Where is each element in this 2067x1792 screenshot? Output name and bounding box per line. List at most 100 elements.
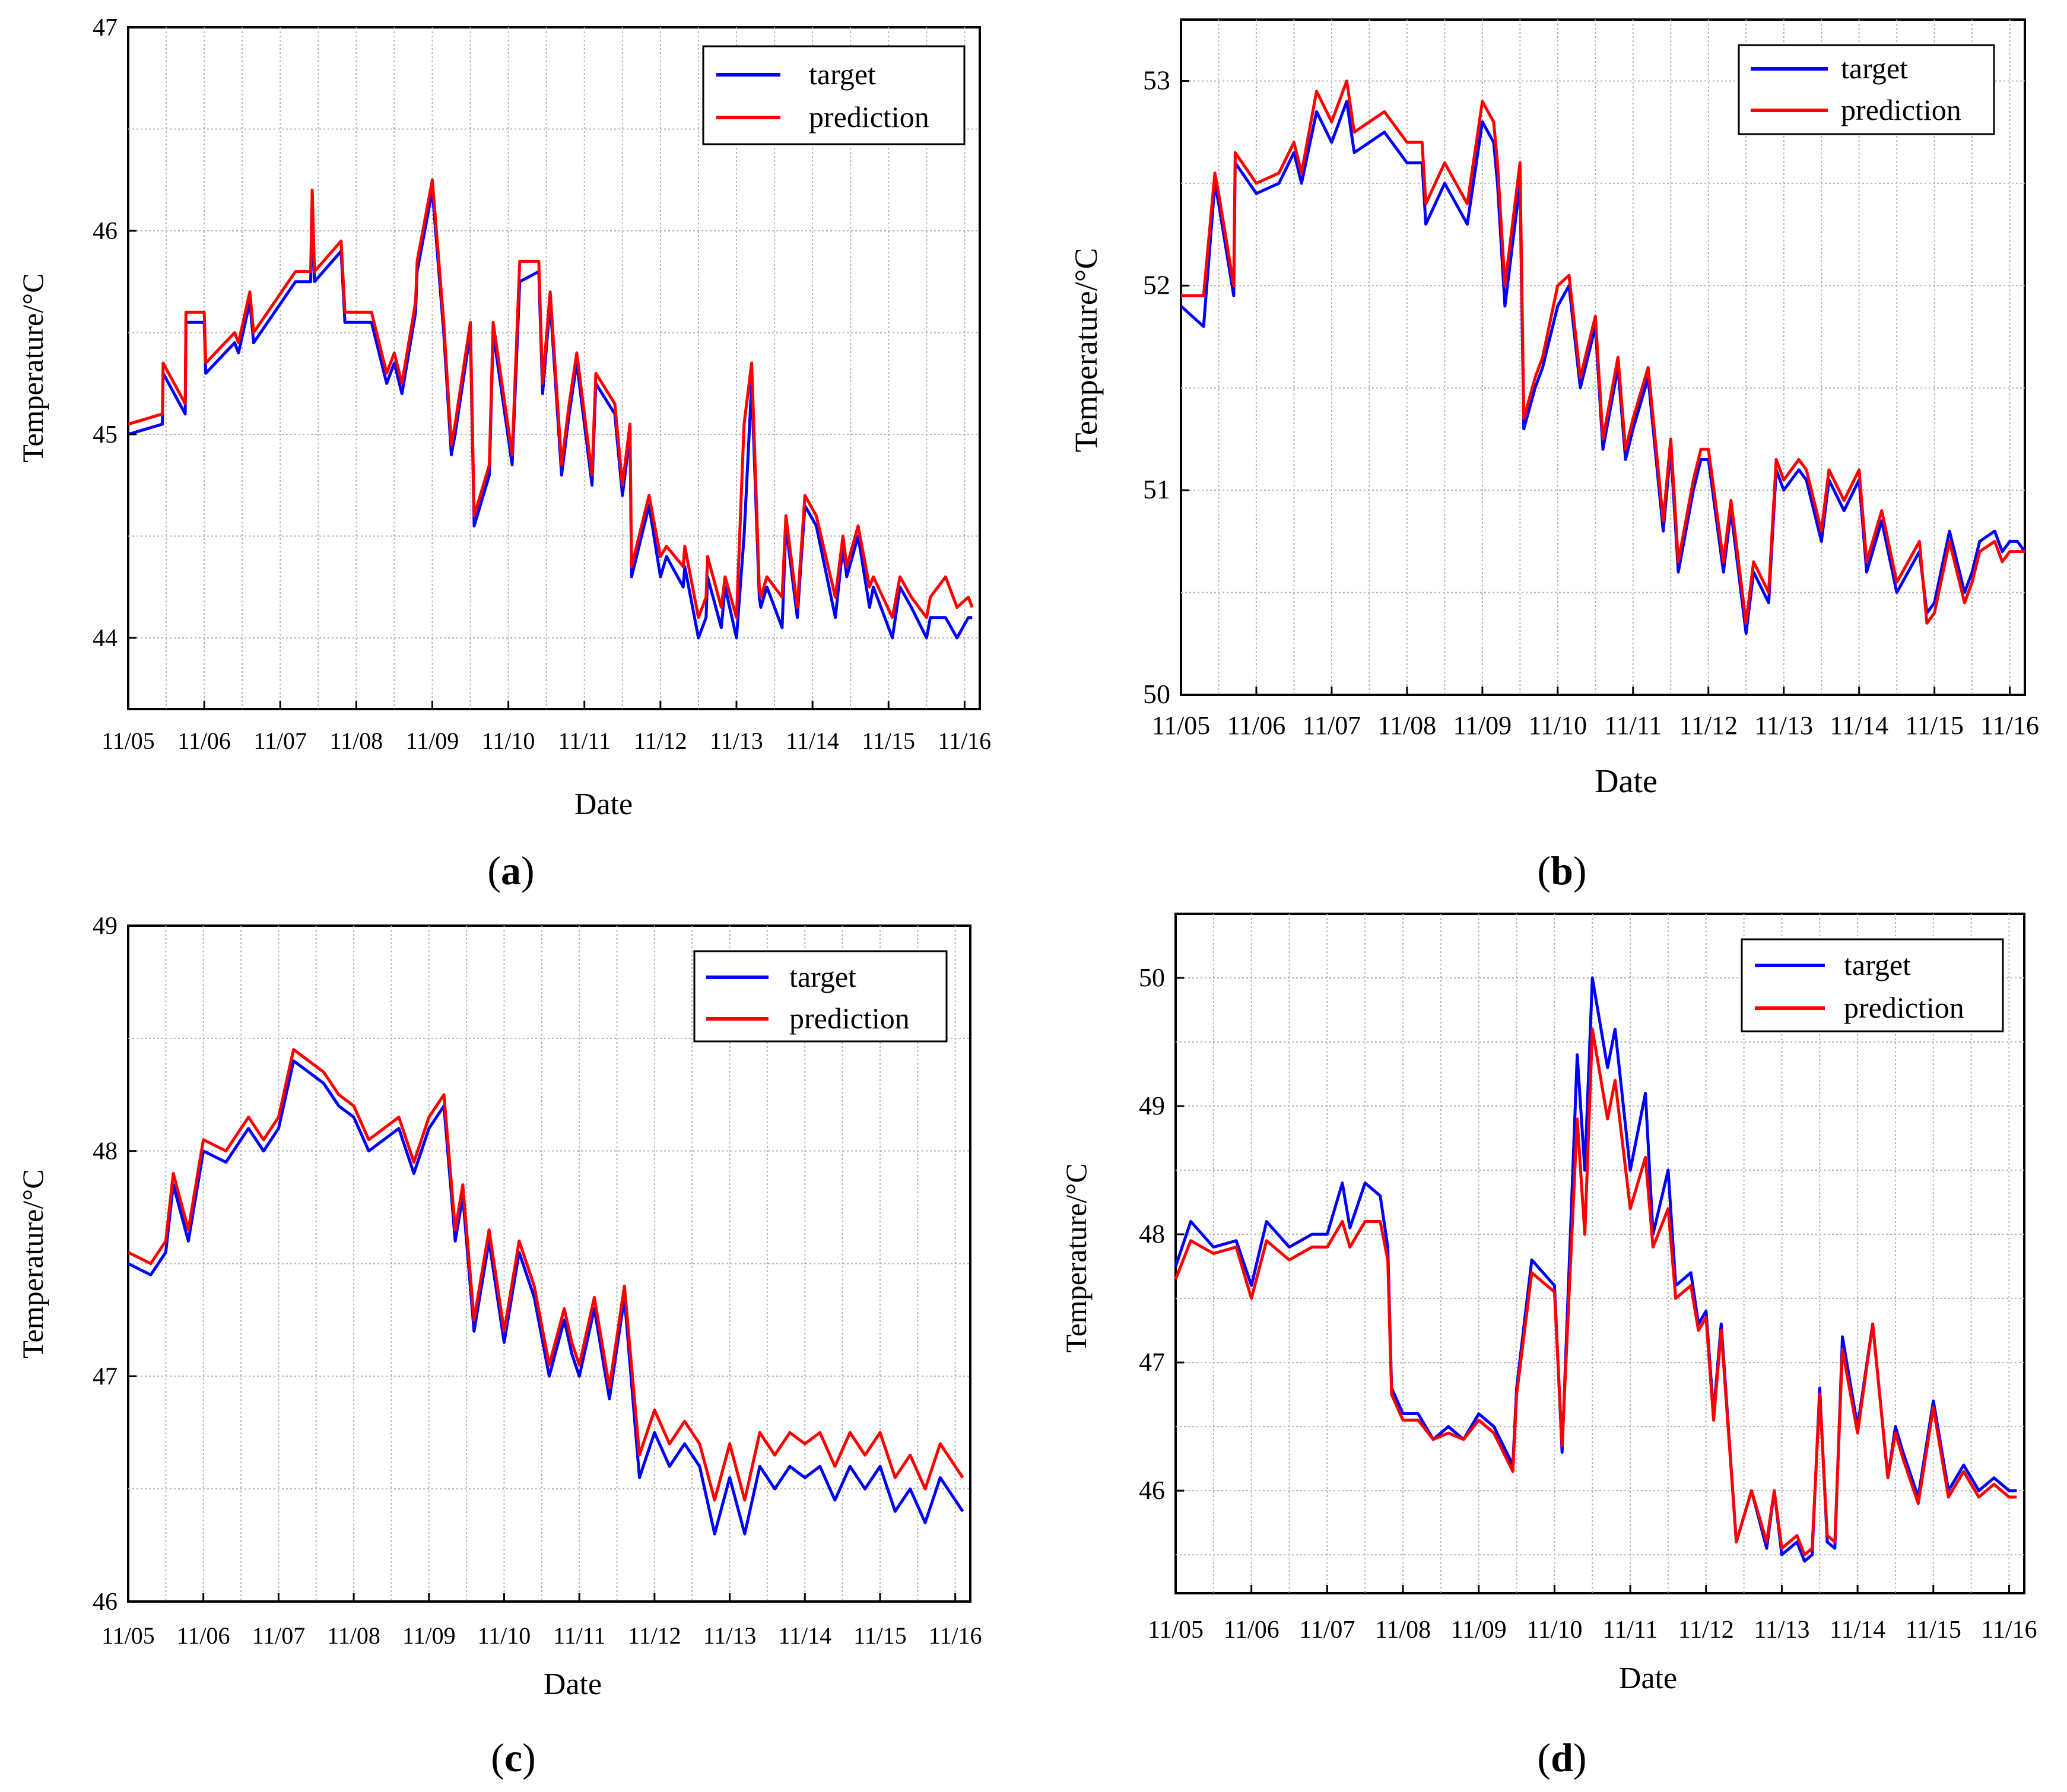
series-line-target [1180,100,2027,635]
x-tick-label: 11/14 [1830,1616,1885,1644]
x-tick-label: 11/08 [1378,711,1437,740]
series-line-prediction [1181,80,2025,625]
y-tick-labels: 46 47 48 49 50 [1139,963,1184,1505]
legend-box [1741,938,2004,1032]
legend-box [693,950,948,1043]
legend-target-label: target [789,960,856,993]
x-tick-label: 11/08 [1375,1616,1431,1644]
x-tick-label: 11/10 [482,727,535,754]
x-tick-label: 11/12 [628,1622,681,1649]
y-tick-label: 51 [1143,474,1170,504]
x-tick-label: 11/06 [1227,711,1286,740]
x-tick-label: 11/15 [1906,1616,1961,1644]
legend-prediction-label: prediction [1844,991,1964,1024]
series-group [1180,80,2027,635]
x-tick-labels: 11/05 11/06 11/07 11/08 11/09 11/10 11/11 11/12… [101,701,991,754]
x-tick-label: 11/15 [1905,711,1964,740]
y-tick-label: 50 [1139,963,1165,992]
x-tick-label: 11/13 [703,1622,757,1649]
legend-target-label: target [1841,52,1908,85]
x-tick-label: 11/14 [1830,711,1888,740]
x-tick-label: 11/16 [929,1622,982,1649]
y-tick-label: 46 [1139,1476,1165,1505]
y-axis-label: Temperature/°C [16,1169,49,1358]
series-line-target [127,1059,964,1536]
x-tick-label: 11/09 [1451,1616,1507,1644]
x-tick-label: 11/05 [1148,1616,1204,1644]
x-tick-label: 11/13 [1754,711,1813,740]
x-tick-label: 11/16 [1980,711,2039,740]
x-tick-label: 11/06 [177,727,231,754]
y-tick-label: 47 [93,14,118,42]
y-axis-label: Temperature/°C [1059,1163,1093,1352]
y-tick-label: 49 [1139,1091,1165,1120]
panel-label: (b) [1537,848,1586,893]
legend: target prediction [702,45,966,145]
x-tick-label: 11/10 [1529,711,1587,740]
x-tick-label: 11/06 [1224,1616,1279,1644]
x-axis-label: Date [1619,1661,1677,1695]
x-tick-label: 11/06 [177,1622,230,1649]
x-tick-label: 11/07 [253,727,307,754]
x-tick-label: 11/14 [778,1622,831,1649]
y-tick-label: 47 [93,1363,118,1390]
x-tick-label: 11/05 [1152,711,1211,740]
y-tick-label: 47 [1139,1348,1165,1377]
panel-letter: a [501,848,521,893]
series-line-prediction [1174,1027,2017,1556]
x-tick-label: 11/05 [101,727,155,754]
y-tick-label: 45 [93,421,118,449]
x-axis-label: Date [544,1667,602,1701]
legend-prediction-label: prediction [1841,93,1961,126]
x-tick-label: 11/11 [1604,711,1662,740]
y-tick-label: 49 [93,913,118,940]
panel-label: (d) [1537,1735,1586,1780]
x-tick-label: 11/14 [786,727,839,754]
legend-box [1738,44,1995,135]
panel-d: 46 47 48 49 50 11/05 11/06 11/07 11/08 11/09 11/1… [1059,913,2037,1780]
y-tick-labels: 46 47 48 49 [93,913,136,1616]
x-tick-label: 11/07 [1299,1616,1355,1644]
x-tick-label: 11/11 [1603,1616,1658,1644]
x-axis-label: Date [1595,763,1658,800]
x-tick-label: 11/11 [558,727,611,754]
y-tick-label: 48 [93,1138,118,1165]
y-tick-label: 46 [93,218,118,245]
series-group [127,1048,964,1536]
x-tick-label: 11/13 [1754,1616,1809,1644]
legend-target-label: target [809,58,876,91]
x-tick-label: 11/10 [1526,1616,1582,1644]
series-line-prediction [127,1048,964,1502]
y-tick-label: 53 [1143,65,1170,95]
x-tick-labels: 11/05 11/06 11/07 11/08 11/09 11/10 11/11 11/12… [1148,1585,2037,1644]
grid [128,27,980,709]
legend: target prediction [693,950,948,1043]
x-tick-label: 11/15 [853,1622,907,1649]
x-tick-label: 11/05 [101,1622,155,1649]
y-axis-label: Temperature/°C [16,273,49,462]
panel-letter: c [504,1735,522,1780]
x-tick-label: 11/13 [710,727,763,754]
x-tick-labels: 11/05 11/06 11/07 11/08 11/09 11/10 11/11 11/12… [1152,687,2039,740]
panel-letter: d [1551,1735,1573,1780]
legend-box [702,45,966,145]
x-tick-label: 11/08 [327,1622,380,1649]
panel-label: (c) [491,1735,536,1780]
y-tick-labels: 44 45 46 47 [93,14,136,652]
legend: target prediction [1738,44,1995,135]
x-tick-label: 11/07 [252,1622,306,1649]
y-tick-label: 50 [1143,679,1170,709]
series-group [1174,976,2017,1563]
legend-prediction-label: prediction [809,100,929,134]
x-tick-label: 11/08 [330,727,383,754]
legend: target prediction [1741,938,2004,1032]
x-tick-label: 11/10 [478,1622,531,1649]
x-tick-label: 11/09 [406,727,459,754]
x-tick-label: 11/16 [938,727,992,754]
legend-target-label: target [1844,948,1911,981]
x-tick-label: 11/15 [862,727,915,754]
